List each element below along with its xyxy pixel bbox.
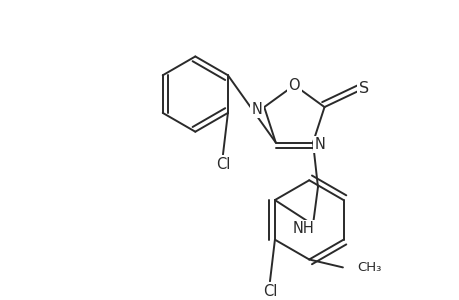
Text: N: N xyxy=(314,137,325,152)
Text: Cl: Cl xyxy=(215,157,230,172)
Text: CH₃: CH₃ xyxy=(356,261,381,274)
Text: N: N xyxy=(252,102,262,117)
Text: O: O xyxy=(288,78,300,93)
Text: NH: NH xyxy=(291,221,313,236)
Text: Cl: Cl xyxy=(262,284,277,299)
Text: S: S xyxy=(358,81,369,96)
